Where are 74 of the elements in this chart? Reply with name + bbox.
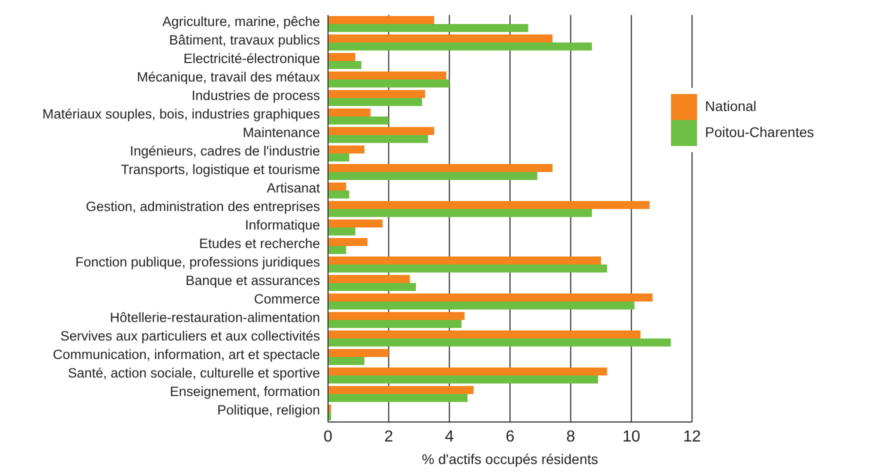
bar [328, 53, 356, 61]
bar [328, 98, 422, 106]
bar [328, 320, 462, 328]
y-tick-label: Servives aux particuliers et aux collectivités [60, 328, 320, 344]
bar [328, 209, 592, 217]
bar [328, 294, 653, 302]
legend-label: Poitou-Charentes [705, 124, 814, 140]
y-tick-label: Communication, information, art et spectacle [52, 347, 320, 362]
bar [328, 108, 370, 116]
y-tick-label: Banque et assurances [186, 273, 320, 288]
y-tick-label: Politique, religion [217, 402, 320, 418]
bar [328, 135, 428, 143]
bar [328, 338, 671, 346]
y-tick-label: Mécanique, travail des métaux [136, 70, 320, 85]
y-tick-label: Enseignement, formation [170, 384, 320, 400]
x-tick-label: 4 [444, 428, 454, 446]
bar [328, 349, 389, 357]
bar [328, 394, 468, 402]
bar [328, 228, 356, 236]
bar [328, 190, 350, 198]
y-tick-label: Informatique [244, 218, 320, 233]
bar [328, 61, 362, 69]
y-tick-label: Santé, action sociale, culturelle et sportive [68, 366, 320, 381]
bar [328, 201, 650, 209]
bar [328, 34, 552, 42]
bar [328, 42, 592, 50]
y-tick-label: Electricité-électronique [183, 51, 320, 66]
x-tick-label: 2 [384, 428, 394, 446]
bar [328, 246, 346, 254]
bar [328, 146, 364, 154]
x-tick-label: 10 [622, 428, 640, 446]
bar [328, 275, 410, 283]
bar [328, 368, 608, 376]
bar [328, 72, 446, 80]
y-tick-label: Etudes et recherche [199, 236, 320, 252]
y-tick-label: Gestion, administration des entreprises [86, 199, 320, 214]
y-tick-label: Agriculture, marine, pêche [162, 14, 320, 30]
x-tick-label: 12 [683, 428, 702, 446]
bar [328, 256, 602, 264]
x-tick-label: 8 [566, 428, 576, 446]
bar [328, 16, 434, 24]
bar [328, 116, 389, 124]
y-tick-label: Transports, logistique et tourisme [120, 162, 320, 178]
y-tick-label: Industries de process [192, 88, 320, 104]
bar [328, 127, 434, 135]
bar [328, 164, 552, 172]
bar [328, 182, 346, 190]
bar [328, 357, 364, 365]
x-tick-label: 6 [506, 428, 515, 446]
bar [328, 302, 634, 310]
bar [328, 80, 450, 88]
bar [328, 238, 368, 246]
bar [328, 386, 474, 394]
y-tick-label: Matériaux souples, bois, industries graphiques [42, 106, 320, 122]
y-tick-label: Ingénieurs, cadres de l'industrie [130, 144, 320, 159]
bar [328, 264, 608, 272]
bar [328, 330, 640, 338]
legend-label: National [705, 98, 756, 114]
x-axis-title: % d'actifs occupés résidents [422, 451, 598, 467]
bar [328, 220, 383, 228]
y-tick-label: Commerce [254, 292, 320, 307]
y-tick-label: Artisanat [266, 180, 320, 196]
y-tick-label: Hôtellerie-restauration-alimentation [110, 310, 320, 326]
bar [328, 24, 528, 32]
bar [328, 283, 416, 291]
bar [328, 312, 465, 320]
bar [328, 172, 538, 180]
bar [328, 376, 598, 384]
y-tick-label: Maintenance [242, 125, 320, 140]
y-tick-label: Bâtiment, travaux publics [169, 32, 320, 48]
x-tick-label: 0 [324, 428, 333, 446]
y-tick-label: Fonction publique, professions juridiques [75, 254, 320, 270]
bar [328, 154, 350, 162]
bar [328, 90, 426, 98]
